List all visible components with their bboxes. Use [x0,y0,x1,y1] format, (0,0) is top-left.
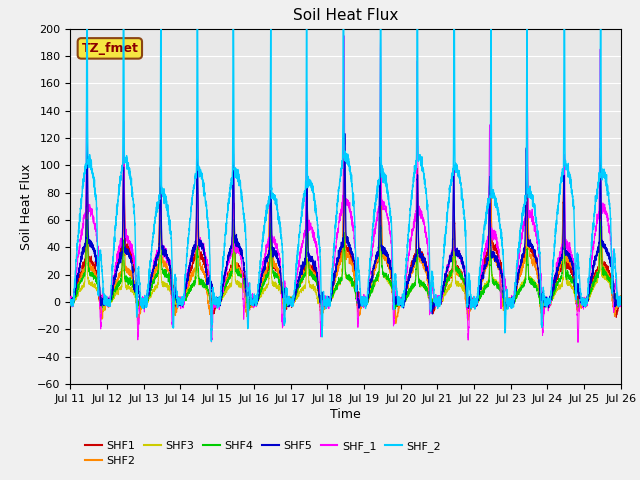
Line: SHF3: SHF3 [70,232,621,311]
SHF5 [616,297,624,302]
SHF5 [67,300,74,306]
SHF_2 [616,299,624,305]
SHF2 [166,270,173,276]
SHF3 [439,294,447,300]
SHF_2 [166,222,173,228]
SHF5 [166,259,173,264]
SHF5 [500,299,508,304]
SHF2 [500,302,508,308]
SHF1 [166,260,173,266]
Legend: SHF1, SHF2, SHF3, SHF4, SHF5, SHF_1, SHF_2: SHF1, SHF2, SHF3, SHF4, SHF5, SHF_1, SHF… [81,436,445,471]
SHF_2 [325,302,333,308]
SHF5 [341,131,349,136]
Line: SHF_1: SHF_1 [70,36,621,342]
SHF_2 [469,297,477,303]
SHF_1 [469,301,477,307]
SHF4 [616,296,624,302]
SHF_2 [617,299,625,305]
SHF3 [377,229,385,235]
SHF_1 [500,275,508,281]
SHF_2 [207,338,215,344]
SHF2 [340,173,348,179]
SHF1 [500,295,508,300]
SHF4 [325,298,333,304]
SHF4 [617,300,625,305]
SHF4 [500,298,508,304]
SHF1 [616,297,624,303]
Title: Soil Heat Flux: Soil Heat Flux [293,9,398,24]
Line: SHF_2: SHF_2 [70,0,621,341]
SHF5 [325,300,333,305]
SHF3 [99,308,107,313]
SHF1 [469,295,477,301]
SHF1 [438,289,446,295]
SHF3 [166,283,173,289]
SHF4 [469,298,477,304]
SHF4 [502,307,509,312]
SHF1 [325,301,333,307]
SHF2 [616,300,624,306]
SHF3 [616,300,624,306]
SHF2 [325,300,333,306]
SHF5 [439,283,447,289]
SHF_1 [166,259,173,264]
SHF_1 [67,298,74,304]
SHF1 [120,150,128,156]
SHF2 [617,300,625,305]
SHF5 [617,298,625,304]
SHF3 [67,300,74,305]
SHF5 [469,301,477,307]
SHF_1 [438,288,446,294]
Line: SHF2: SHF2 [70,176,621,324]
SHF1 [67,303,74,309]
SHF2 [392,321,400,326]
SHF2 [469,301,477,307]
SHF_1 [574,339,582,345]
Line: SHF4: SHF4 [70,215,621,310]
SHF4 [166,278,173,284]
SHF4 [450,212,458,218]
SHF3 [617,295,625,301]
SHF2 [439,289,447,295]
SHF_2 [67,301,74,307]
SHF1 [617,302,625,308]
SHF1 [612,314,620,320]
SHF3 [469,298,477,304]
SHF3 [500,297,508,302]
X-axis label: Time: Time [330,408,361,421]
SHF_1 [616,304,624,310]
SHF_1 [617,299,625,304]
SHF_2 [439,264,447,269]
SHF4 [67,300,74,306]
SHF2 [67,300,74,306]
SHF4 [438,292,446,298]
Line: SHF1: SHF1 [70,153,621,317]
SHF_1 [325,293,333,299]
Text: TZ_fmet: TZ_fmet [81,42,138,55]
SHF5 [429,311,436,317]
SHF3 [325,299,333,304]
SHF_2 [500,299,508,305]
Line: SHF5: SHF5 [70,133,621,314]
SHF_1 [340,33,348,38]
Y-axis label: Soil Heat Flux: Soil Heat Flux [20,163,33,250]
